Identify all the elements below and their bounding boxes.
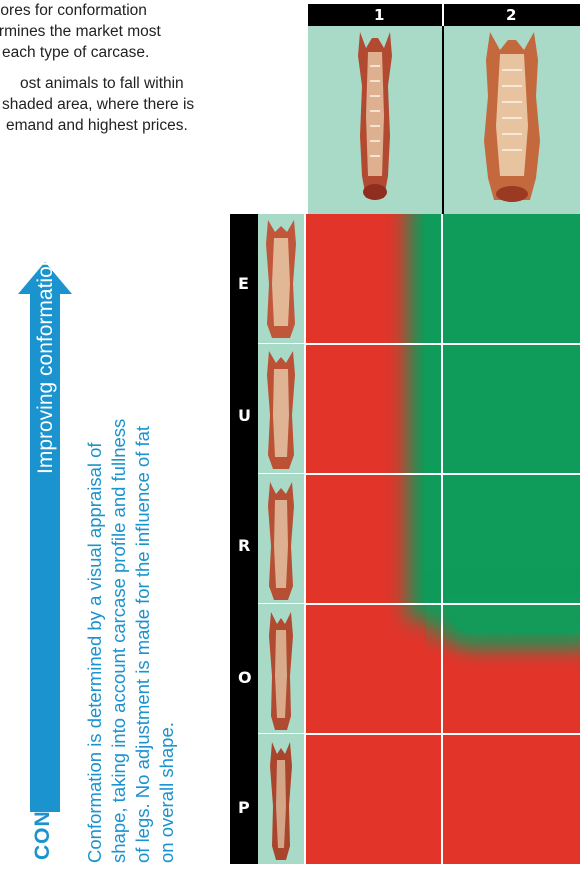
grid-line-h2 [304, 473, 580, 475]
intro-line: shaded area, where there is [2, 96, 195, 113]
green-area-upper [424, 214, 580, 604]
section-title: CONFORMATION [31, 675, 54, 860]
carcase-image-o [269, 612, 293, 730]
row-labels: E U R O P [230, 214, 258, 864]
carcase-divider-4 [258, 733, 304, 734]
column-label-1: 1 [374, 6, 385, 24]
improving-arrow [30, 292, 60, 812]
intro-paragraph-1: g scores for conformation termines the m… [0, 0, 275, 63]
grid-line-v1 [441, 214, 443, 864]
intro-line: emand and highest prices. [6, 117, 188, 134]
price-heatmap [306, 214, 580, 864]
carcase-image-1 [358, 32, 392, 200]
row-carcase-images [266, 220, 296, 860]
row-label-u: U [238, 406, 251, 425]
arrow-up-icon [18, 262, 72, 294]
transition-band [426, 604, 580, 654]
description-line: shape, taking into account carcase profi… [108, 418, 129, 863]
grid-line-v0 [304, 214, 306, 864]
carcase-image-e [266, 220, 296, 338]
carcase-image-2 [484, 32, 540, 202]
carcase-image-p [270, 742, 292, 860]
row-label-r: R [238, 536, 251, 555]
intro-text: g scores for conformation termines the m… [0, 0, 275, 146]
description-line: Conformation is determined by a visual a… [84, 442, 105, 863]
row-label-p: P [238, 798, 250, 817]
intro-paragraph-2: ost animals to fall within shaded area, … [0, 73, 275, 136]
arrow-label: Improving conformation [34, 254, 57, 474]
intro-line: ost animals to fall within [20, 75, 184, 92]
description-line: on overall shape. [156, 722, 177, 863]
row-carcase-column [258, 214, 304, 864]
description-text: Conformation is determined by a visual a… [83, 419, 179, 863]
conformation-grid: E U R O P [230, 214, 580, 864]
description-line: of legs. No adjustment is made for the i… [132, 425, 153, 863]
grid-line-h1 [304, 343, 580, 345]
carcase-divider-1 [258, 343, 304, 344]
carcase-divider-3 [258, 603, 304, 604]
intro-line: g scores for conformation [0, 2, 147, 19]
top-carcase-panel: 1 2 [308, 4, 580, 214]
grid-line-h4 [304, 733, 580, 735]
row-label-o: O [238, 668, 252, 687]
intro-line: termines the market most [0, 23, 161, 40]
column-header: 1 2 [308, 4, 580, 26]
carcase-cell-1 [308, 26, 442, 214]
carcase-cell-2 [444, 26, 580, 214]
carcase-divider-2 [258, 473, 304, 474]
carcase-image-r [268, 482, 294, 600]
intro-line: each type of carcase. [2, 44, 150, 61]
column-label-2: 2 [506, 6, 517, 24]
carcase-image-u [267, 351, 295, 469]
grid-line-h3 [304, 603, 580, 605]
row-label-e: E [238, 274, 249, 293]
